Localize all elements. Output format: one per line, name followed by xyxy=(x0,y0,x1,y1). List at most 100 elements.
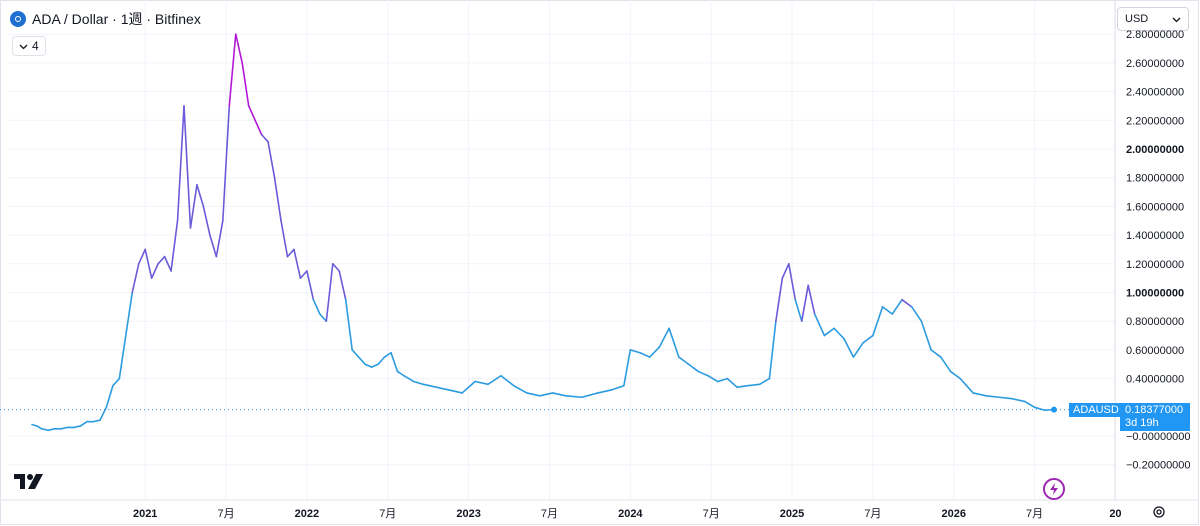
x-tick-label: 7月 xyxy=(1026,508,1043,520)
series-line-segment xyxy=(487,374,502,386)
series-line-segment xyxy=(862,334,874,344)
time-axis[interactable]: 2021 7月 2022 7月 2023 7月 2024 7月 2025 7月 2026 7月 20 xyxy=(133,508,1122,520)
series-line-segment xyxy=(36,425,43,430)
series-line-segment xyxy=(538,392,554,397)
series-line-segment xyxy=(73,425,82,429)
series-line-segment xyxy=(872,306,884,337)
series-line-segment xyxy=(254,119,263,136)
series-line-segment xyxy=(891,298,903,315)
series-line-segment xyxy=(331,262,341,272)
x-tick-label: 2022 xyxy=(295,508,319,520)
series-line-segment xyxy=(930,349,942,358)
series-line-segment xyxy=(852,341,864,358)
series-line-segment xyxy=(196,184,205,208)
series-line-segment xyxy=(658,327,670,348)
series-line-segment xyxy=(280,219,289,258)
cardano-coin-icon xyxy=(10,11,26,27)
series-line-segment xyxy=(823,327,835,337)
series-line-segment xyxy=(551,392,567,397)
price-axis[interactable]: 2.80000000 2.60000000 2.40000000 2.20000000… xyxy=(1126,29,1191,472)
series-line-segment xyxy=(403,374,415,383)
series-line-segment xyxy=(461,380,476,394)
series-line-segment xyxy=(124,291,134,337)
series-line-segment xyxy=(881,306,894,315)
series-line-segment xyxy=(390,351,399,373)
series-line-segment xyxy=(170,219,179,272)
indicators-toggle-button[interactable]: 4 xyxy=(12,36,46,56)
x-tick-label: 7月 xyxy=(379,508,396,520)
series-line-segment xyxy=(736,384,748,389)
series-line-segment xyxy=(610,384,625,391)
series-line-segment xyxy=(79,420,88,427)
series-line-segment xyxy=(985,395,1000,399)
series-line-segment xyxy=(581,392,599,399)
series-line-segment xyxy=(940,356,952,373)
series-line-segment xyxy=(768,320,777,380)
series-line-segment xyxy=(668,327,680,358)
y-tick-label: 2.40000000 xyxy=(1126,87,1184,99)
series-line-segment xyxy=(842,337,855,358)
series-line-segment xyxy=(920,320,932,351)
series-line-segment xyxy=(137,248,146,265)
series-line-segment xyxy=(949,370,962,380)
chevron-down-icon xyxy=(1172,17,1181,22)
series-line-segment xyxy=(758,377,771,386)
series-line-segment xyxy=(222,105,231,222)
series-line-segment xyxy=(564,395,583,399)
series-line-segment xyxy=(833,327,845,340)
series-group xyxy=(0,33,1115,432)
series-line-segment xyxy=(687,363,700,373)
series-line-segment xyxy=(325,262,334,323)
y-tick-label: 1.80000000 xyxy=(1126,173,1184,185)
series-line-segment xyxy=(377,356,386,366)
last-price-tag: 0.18377000 3d 19h xyxy=(1120,402,1190,431)
series-line-segment xyxy=(474,380,489,386)
series-line-segment xyxy=(794,298,803,323)
indicator-count: 4 xyxy=(32,39,39,53)
series-line-segment xyxy=(959,377,974,394)
series-line-segment xyxy=(513,384,528,394)
series-line-segment xyxy=(163,255,172,272)
x-tick-label: 7月 xyxy=(541,508,558,520)
lightning-bolt-icon[interactable] xyxy=(1043,478,1065,500)
series-line-segment xyxy=(273,176,282,222)
series-line-segment xyxy=(1011,397,1026,403)
gear-icon[interactable] xyxy=(1152,505,1166,519)
y-tick-label: 2.00000000 xyxy=(1126,144,1184,156)
chart-header: ADA / Dollar · 1週 · Bitfinex xyxy=(10,9,201,29)
y-tick-label: 1.20000000 xyxy=(1126,259,1184,271)
series-line-segment xyxy=(157,255,166,265)
series-line-segment xyxy=(183,105,192,229)
x-tick-label: 20 xyxy=(1109,508,1121,520)
series-line-segment xyxy=(209,234,218,258)
series-line-segment xyxy=(707,374,719,383)
series-line-segment xyxy=(526,392,541,397)
series-line-segment xyxy=(500,374,515,387)
series-line-segment xyxy=(31,423,38,427)
series-line-segment xyxy=(726,377,738,389)
series-line-segment xyxy=(597,389,612,394)
series-line-segment xyxy=(319,313,328,323)
x-tick-label: 2021 xyxy=(133,508,157,520)
x-tick-label: 7月 xyxy=(217,508,234,520)
chart-title[interactable]: ADA / Dollar · 1週 · Bitfinex xyxy=(32,11,201,27)
series-line-segment xyxy=(234,33,244,64)
y-tick-label: −0.20000000 xyxy=(1126,460,1191,472)
series-line-segment xyxy=(813,313,826,337)
series-line-segment xyxy=(448,389,463,394)
series-line-segment xyxy=(267,141,276,179)
series-line-segment xyxy=(422,383,438,389)
last-point-marker xyxy=(1051,406,1057,413)
series-line-segment xyxy=(1033,406,1046,411)
y-tick-label: 1.40000000 xyxy=(1126,230,1184,242)
bolt-glyph-icon xyxy=(1050,483,1058,495)
tradingview-logo-icon[interactable] xyxy=(14,472,44,490)
y-tick-label: −0.00000000 xyxy=(1126,431,1191,443)
y-tick-label: 0.40000000 xyxy=(1126,374,1184,386)
series-line-segment xyxy=(144,248,153,279)
series-line-segment xyxy=(150,262,159,279)
series-line-segment xyxy=(775,277,784,323)
currency-select[interactable]: USD xyxy=(1117,7,1189,31)
